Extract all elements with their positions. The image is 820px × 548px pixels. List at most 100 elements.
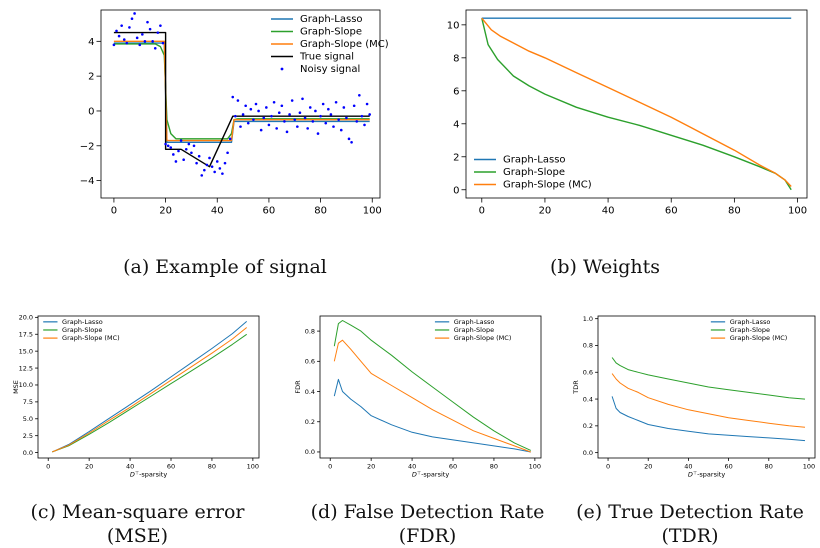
y-tick-label: 4 bbox=[453, 119, 459, 130]
caption-e: (e) True Detection Rate (TDR) bbox=[576, 501, 804, 547]
point-noisy-signal bbox=[288, 113, 291, 116]
point-noisy-signal bbox=[177, 149, 180, 153]
y-axis-label: TDR bbox=[572, 380, 580, 395]
x-tick-label: 80 bbox=[765, 462, 773, 470]
plot-area bbox=[52, 321, 248, 453]
x-tick-label: 0 bbox=[328, 462, 332, 470]
x-tick-label: 60 bbox=[449, 462, 457, 470]
point-noisy-signal bbox=[358, 93, 361, 97]
y-tick-label: 6 bbox=[453, 86, 459, 97]
x-tick-label: 0 bbox=[479, 206, 485, 217]
point-noisy-signal bbox=[262, 116, 266, 120]
point-noisy-signal bbox=[221, 172, 224, 175]
x-tick-label: 60 bbox=[665, 206, 678, 217]
y-axis-label: FDR bbox=[294, 380, 302, 394]
point-noisy-signal bbox=[324, 121, 328, 125]
x-tick-label: 80 bbox=[314, 206, 327, 217]
series-line-graph-lasso bbox=[52, 321, 248, 453]
point-noisy-signal bbox=[265, 106, 268, 109]
y-tick-label: 0.6 bbox=[583, 369, 593, 377]
point-noisy-signal bbox=[293, 118, 297, 121]
series-line-graph-slope bbox=[52, 333, 247, 453]
point-noisy-signal bbox=[316, 132, 320, 135]
x-tick-label: 40 bbox=[684, 462, 692, 470]
point-noisy-signal bbox=[306, 127, 309, 130]
y-tick-label: 10.0 bbox=[19, 381, 33, 389]
point-noisy-signal bbox=[187, 142, 191, 146]
point-noisy-signal bbox=[301, 97, 304, 101]
point-noisy-signal bbox=[226, 151, 229, 155]
point-noisy-signal bbox=[205, 163, 209, 167]
caption-a: (a) Example of signal bbox=[123, 256, 327, 278]
point-noisy-signal bbox=[270, 114, 273, 118]
legend-label: Graph-Lasso bbox=[503, 155, 566, 166]
x-tick-label: 20 bbox=[85, 462, 93, 470]
point-noisy-signal bbox=[259, 128, 263, 132]
point-noisy-signal bbox=[153, 46, 157, 50]
x-tick-label: 40 bbox=[211, 206, 224, 217]
series-line-graph-slope-mc bbox=[611, 373, 806, 428]
point-noisy-signal bbox=[360, 114, 364, 118]
legend-label: Graph-Slope bbox=[730, 326, 770, 334]
y-tick-label: 5.0 bbox=[23, 415, 33, 423]
x-tick-label: 0 bbox=[46, 462, 50, 470]
x-tick-label: 20 bbox=[159, 206, 172, 217]
point-noisy-signal bbox=[277, 111, 281, 115]
caption-c: (c) Mean-square error (MSE) bbox=[30, 501, 245, 547]
point-noisy-signal bbox=[195, 161, 198, 165]
axes-frame bbox=[597, 315, 816, 459]
point-noisy-signal bbox=[332, 125, 335, 128]
point-noisy-signal bbox=[275, 127, 278, 130]
point-noisy-signal bbox=[329, 113, 333, 116]
point-noisy-signal bbox=[244, 104, 247, 108]
point-noisy-signal bbox=[156, 31, 160, 34]
series-line-graph-slope-mc bbox=[481, 17, 792, 187]
y-tick-label: 0.8 bbox=[305, 327, 315, 335]
y-tick-label: 0.0 bbox=[583, 449, 593, 457]
legend-label: Graph-Lasso bbox=[730, 318, 771, 326]
chart-e: 0 20 40 60 80 100 0.0 0.2 0.4 0.6 0.8 1.0 D⊤-sparsit… bbox=[572, 315, 816, 479]
point-noisy-signal bbox=[200, 174, 204, 177]
chart-b: 0 20 40 60 80 1000246810Graph-LassoGraph-Slop… bbox=[447, 9, 808, 217]
legend-label: Graph-Slope bbox=[454, 326, 494, 334]
point-noisy-signal bbox=[203, 168, 206, 172]
x-tick-label: 0 bbox=[606, 462, 610, 470]
plot-area bbox=[333, 320, 532, 453]
legend-label: Graph-Slope (MC) bbox=[503, 180, 592, 191]
plot-area bbox=[611, 357, 806, 442]
point-noisy-signal bbox=[151, 40, 154, 43]
point-noisy-signal bbox=[350, 140, 353, 144]
point-noisy-signal bbox=[223, 161, 227, 165]
point-noisy-signal bbox=[311, 120, 315, 123]
legend-label: Graph-Lasso bbox=[300, 14, 363, 25]
legend-label: Graph-Slope bbox=[62, 326, 102, 334]
point-noisy-signal bbox=[257, 109, 260, 113]
y-tick-label: 0.0 bbox=[305, 448, 315, 456]
y-tick-label: 0 bbox=[453, 185, 459, 196]
point-noisy-signal bbox=[143, 40, 147, 43]
series-line-graph-lasso bbox=[333, 378, 531, 453]
chart-a: 0 20 40 60 80 100 −4 −2 0 2 4 Graph-Lasso Graph-Slop… bbox=[80, 9, 389, 217]
point-noisy-signal bbox=[117, 34, 121, 38]
axes-frame bbox=[100, 9, 381, 199]
point-noisy-signal bbox=[280, 104, 284, 108]
y-tick-label: −4 bbox=[80, 176, 95, 187]
point-noisy-signal bbox=[169, 146, 173, 149]
point-noisy-signal bbox=[128, 26, 131, 29]
point-noisy-signal bbox=[352, 104, 356, 108]
y-tick-label: 15.0 bbox=[19, 347, 33, 355]
legend-label: True signal bbox=[299, 52, 354, 63]
point-noisy-signal bbox=[164, 142, 167, 146]
point-noisy-signal bbox=[298, 111, 302, 115]
series-line-graph-lasso bbox=[113, 42, 370, 143]
y-tick-label: 12.5 bbox=[19, 364, 33, 372]
x-tick-label: 20 bbox=[539, 206, 552, 217]
point-noisy-signal bbox=[208, 156, 211, 160]
y-tick-label: 0.2 bbox=[305, 418, 315, 426]
point-noisy-signal bbox=[241, 113, 245, 116]
x-tick-label: 60 bbox=[167, 462, 175, 470]
